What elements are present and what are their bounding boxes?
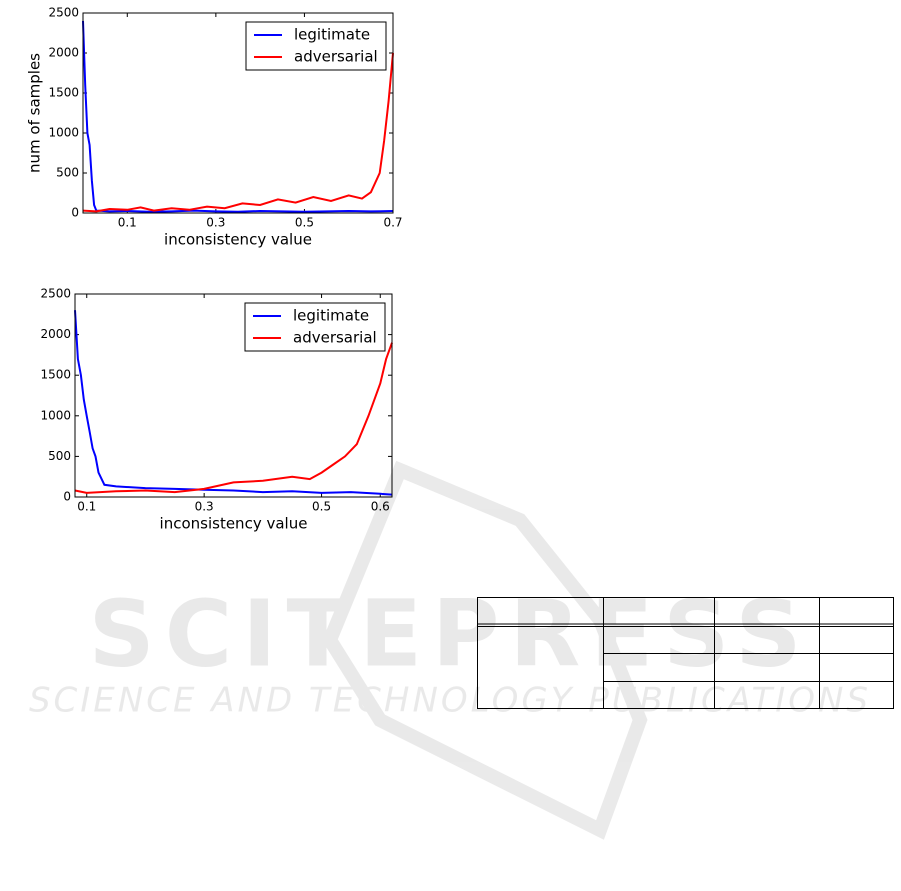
- y-tick-label: 500: [56, 166, 79, 180]
- series-line: [82, 52, 394, 213]
- x-tick-label: 0.5: [312, 500, 331, 514]
- watermark-shape: [322, 460, 648, 840]
- legend-box: [244, 302, 386, 352]
- watermark: SCITEPRESS SCIENCE AND TECHNOLOGY PUBLIC…: [29, 460, 871, 840]
- y-tick-label: 2000: [48, 46, 79, 60]
- y-tick-label: 500: [48, 449, 71, 463]
- series-line: [82, 20, 394, 213]
- y-tick-label: 2500: [40, 287, 71, 301]
- watermark-logo: SCITEPRESS: [88, 580, 811, 687]
- y-tick-label: 1500: [40, 368, 71, 382]
- x-tick-label: 0.3: [195, 500, 214, 514]
- plot-frame: [82, 12, 394, 214]
- y-axis-label: num of samples: [26, 53, 44, 173]
- table: [477, 597, 894, 709]
- legend-label: legitimate: [293, 307, 369, 325]
- x-axis-label: inconsistency value: [164, 231, 312, 249]
- y-tick-label: 2000: [40, 327, 71, 341]
- series-line: [74, 342, 393, 494]
- chart: 0 500 1000 1500 2000 2500 0.1 0.3 0.5 0.6 legitima…: [40, 287, 393, 533]
- legend-label: legitimate: [294, 26, 370, 44]
- x-tick-label: 0.7: [383, 216, 402, 230]
- x-tick-label: 0.1: [118, 216, 137, 230]
- watermark-tagline: SCIENCE AND TECHNOLOGY PUBLICATIONS: [29, 681, 871, 721]
- x-tick-label: 0.5: [295, 216, 314, 230]
- y-tick-label: 1500: [48, 86, 79, 100]
- x-axis-label: inconsistency value: [160, 515, 308, 533]
- y-tick-label: 2500: [48, 6, 79, 20]
- chart: 0 500 1000 1500 2000 2500 0.1 0.3 0.5 0.7 legitima…: [26, 6, 403, 249]
- y-tick-label: 1000: [40, 408, 71, 422]
- legend-label: adversarial: [293, 329, 377, 347]
- y-tick-label: 0: [63, 490, 71, 504]
- x-tick-label: 0.6: [371, 500, 390, 514]
- x-tick-label: 0.1: [77, 500, 96, 514]
- legend-box: [245, 21, 387, 71]
- y-tick-label: 0: [71, 206, 79, 220]
- y-tick-label: 1000: [48, 126, 79, 140]
- series-line: [74, 310, 393, 496]
- legend-label: adversarial: [294, 48, 378, 66]
- x-tick-label: 0.3: [206, 216, 225, 230]
- plot-frame: [74, 293, 393, 498]
